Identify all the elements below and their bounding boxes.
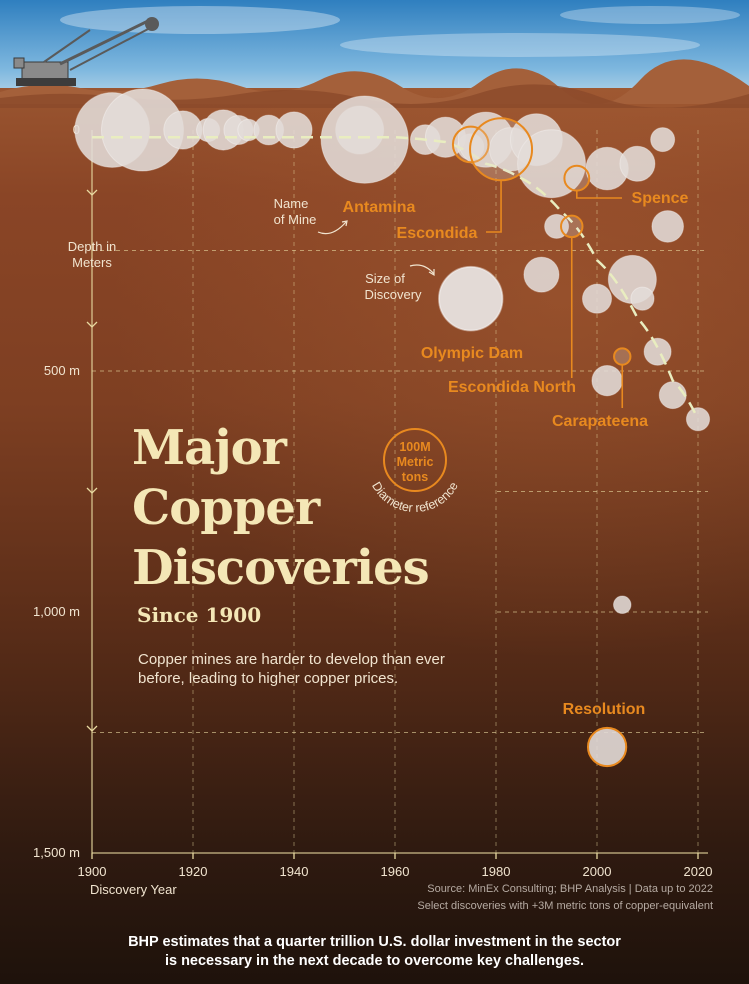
reference-label-line-1: 100M	[399, 440, 430, 454]
x-tick-label: 1940	[280, 864, 309, 879]
chevron-down-icon	[86, 321, 98, 328]
reference-label-line-3: tons	[402, 470, 428, 484]
chevron-down-icon	[86, 725, 98, 732]
x-tick-label: 2020	[684, 864, 713, 879]
discovery-bubble	[517, 129, 587, 199]
trend-line	[92, 135, 700, 420]
highlighted-bubble	[469, 117, 534, 182]
legend-name-of-mine-line-2: of Mine	[274, 212, 317, 227]
legend-size-line-2: Discovery	[364, 287, 422, 302]
mine-label: Antamina	[343, 199, 416, 216]
x-tick-label: 1980	[482, 864, 511, 879]
title-line-1: Major	[132, 420, 287, 476]
mine-label: Escondida North	[448, 379, 576, 396]
discovery-bubble	[650, 127, 676, 153]
title-line-2: Copper	[132, 480, 320, 536]
footer-line-2: is necessary in the next decade to overc…	[164, 953, 585, 969]
x-tick-label: 1920	[179, 864, 208, 879]
legend-depth-line-2: Meters	[72, 255, 112, 270]
reference-label-line-2: Metric	[397, 455, 434, 469]
discovery-bubble	[581, 283, 613, 314]
reference-circle	[383, 428, 447, 492]
highlighted-bubble	[563, 164, 591, 192]
label-leader-line	[486, 180, 502, 233]
discovery-bubble	[612, 595, 632, 615]
mine-label: Carapateena	[552, 413, 648, 430]
legend-arrowhead-icon	[341, 220, 348, 227]
x-tick-label: 1900	[78, 864, 107, 879]
mine-label: Resolution	[563, 701, 646, 718]
mine-label: Spence	[632, 190, 689, 207]
page-subtitle: Since 1900	[137, 603, 262, 627]
discovery-bubbles	[74, 88, 711, 615]
y-tick-label: 1,500 m	[33, 845, 80, 860]
discovery-bubble	[643, 337, 672, 366]
highlighted-bubble	[560, 214, 584, 239]
mine-labels: Antamina Escondida Spence Olympic Dam Escond…	[343, 180, 689, 718]
size-arrowhead-icon	[428, 269, 435, 277]
trend-curve	[92, 135, 700, 420]
source-line-2: Select discoveries with +3M metric tons …	[417, 900, 713, 912]
source-line-1: Source: MinEx Consulting; BHP Analysis |…	[427, 883, 713, 895]
chevron-down-icon	[86, 189, 98, 196]
mine-label: Olympic Dam	[421, 345, 523, 362]
highlighted-bubble	[613, 347, 632, 366]
legend-name-of-mine-line-1: Name	[274, 196, 309, 211]
highlighted-bubble	[586, 726, 628, 768]
title-line-3: Discoveries	[132, 540, 430, 596]
page-title: Major Copper Discoveries	[132, 418, 430, 598]
y-tick-label: 500 m	[44, 363, 80, 378]
legend-arrow-icon	[317, 221, 347, 235]
footer-line-1: BHP estimates that a quarter trillion U.…	[128, 934, 621, 950]
legend-depth-line-1: Depth in	[68, 239, 116, 254]
highlighted-bubble	[437, 265, 504, 332]
axes: 1900 1920 1940 1960 1980 2000 2020 Discovery Ye…	[33, 122, 712, 897]
discovery-bubble	[685, 407, 711, 432]
description: Copper mines are harder to develop than …	[138, 651, 445, 687]
x-axis-label: Discovery Year	[90, 882, 177, 897]
legend-size-line-1: Size of	[365, 271, 405, 286]
y-tick-label: 1,000 m	[33, 604, 80, 619]
discovery-bubble	[658, 381, 687, 410]
highlighted-mines	[437, 117, 632, 768]
discovery-bubble	[523, 256, 560, 293]
discovery-bubble	[651, 210, 685, 243]
x-tick-label: 1960	[381, 864, 410, 879]
size-arrow-icon	[409, 264, 435, 275]
excavator-icon	[13, 17, 159, 86]
mine-label: Escondida	[397, 225, 478, 242]
chevron-down-icon	[86, 487, 98, 494]
discovery-bubble	[630, 286, 655, 311]
discovery-bubble	[320, 95, 409, 184]
discovery-bubble	[619, 145, 656, 182]
x-tick-label: 2000	[583, 864, 612, 879]
discovery-bubble	[591, 364, 623, 397]
footer-note: BHP estimates that a quarter trillion U.…	[0, 933, 749, 971]
label-leader-line	[576, 190, 622, 199]
discovery-bubble	[275, 111, 313, 149]
